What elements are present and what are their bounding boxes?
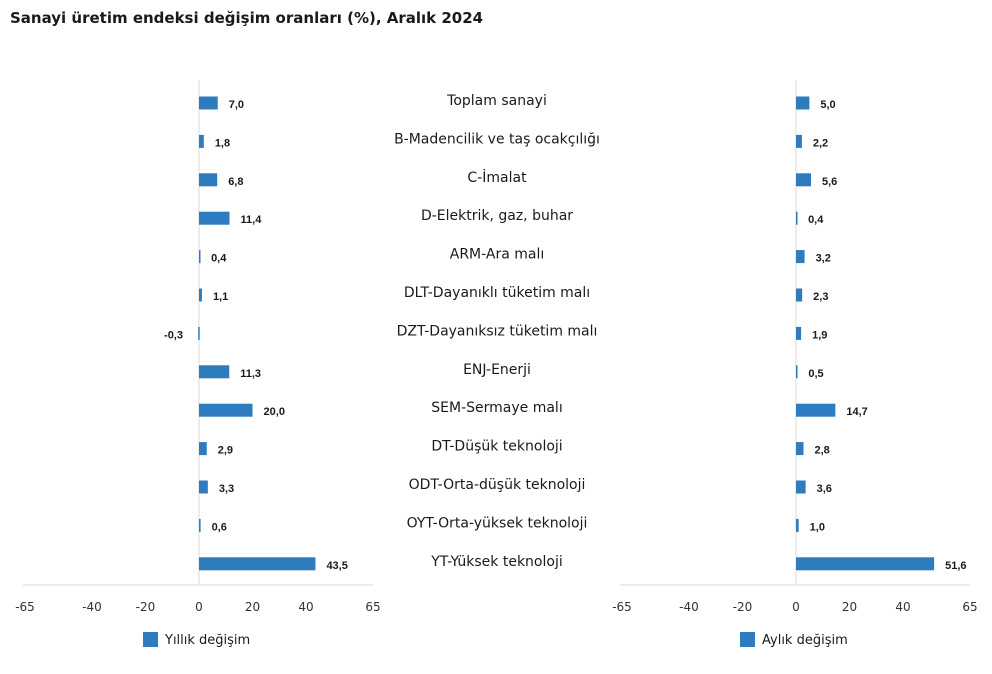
legend-label: Yıllık değişim: [164, 633, 250, 648]
bar: [796, 250, 805, 264]
data-label: 5,0: [820, 99, 835, 111]
x-tick-label: 65: [962, 600, 977, 614]
x-tick-label: -20: [136, 600, 156, 614]
bar: [796, 518, 799, 532]
legend-swatch: [740, 632, 755, 647]
data-label: 0,4: [211, 253, 227, 265]
bar: [199, 365, 230, 379]
x-tick-label: -40: [679, 600, 699, 614]
data-label: 51,6: [945, 560, 966, 572]
data-label: 5,6: [822, 176, 837, 188]
bar: [199, 134, 204, 148]
data-label: 11,4: [241, 214, 263, 226]
x-tick-label: 40: [298, 600, 313, 614]
chart-title: Sanayi üretim endeksi değişim oranları (…: [10, 9, 484, 27]
category-label: DZT-Dayanıksız tüketim malı: [397, 323, 598, 339]
bar: [796, 480, 806, 494]
bar: [199, 96, 218, 110]
category-label: ODT-Orta-düşük teknoloji: [409, 477, 586, 493]
bar: [796, 96, 810, 110]
x-tick-label: 20: [842, 600, 857, 614]
bar: [199, 288, 202, 302]
bar: [796, 211, 798, 225]
category-label: C-İmalat: [467, 168, 527, 186]
data-label: 1,9: [812, 329, 827, 341]
data-label: 6,8: [228, 176, 243, 188]
x-tick-label: 65: [365, 600, 380, 614]
data-label: 2,2: [813, 137, 828, 149]
category-label: SEM-Sermaye malı: [431, 400, 562, 416]
legend-swatch: [143, 632, 158, 647]
data-label: 11,3: [240, 368, 261, 380]
category-label: OYT-Orta-yüksek teknoloji: [407, 515, 588, 531]
bar: [796, 288, 803, 302]
bar: [796, 365, 798, 379]
x-tick-label: -20: [733, 600, 753, 614]
data-label: 1,1: [213, 291, 228, 303]
data-label: 3,3: [219, 483, 234, 495]
data-label: 20,0: [264, 406, 285, 418]
x-tick-label: 0: [195, 600, 203, 614]
data-label: 7,0: [229, 99, 244, 111]
bar: [796, 326, 802, 340]
bar: [199, 557, 316, 571]
data-label: 43,5: [326, 560, 347, 572]
category-label: B-Madencilik ve taş ocakçılığı: [394, 131, 600, 147]
bar: [199, 250, 201, 264]
x-tick-label: 40: [895, 600, 910, 614]
bar: [199, 403, 253, 417]
category-label: DLT-Dayanıklı tüketim malı: [404, 285, 590, 301]
category-label: D-Elektrik, gaz, buhar: [421, 208, 573, 224]
category-label: ARM-Ara malı: [450, 247, 545, 263]
category-label: Toplam sanayi: [446, 93, 547, 109]
bar: [796, 403, 836, 417]
category-label: ENJ-Enerji: [463, 362, 531, 378]
x-tick-label: -40: [82, 600, 102, 614]
bar: [796, 557, 935, 571]
x-tick-label: 0: [792, 600, 800, 614]
category-label: YT-Yüksek teknoloji: [430, 554, 562, 570]
data-label: -0,3: [164, 329, 183, 341]
data-label: 2,9: [218, 445, 233, 457]
bar: [199, 480, 208, 494]
x-tick-label: -65: [15, 600, 35, 614]
bar: [199, 518, 201, 532]
data-label: 3,2: [816, 253, 831, 265]
bar: [198, 326, 200, 340]
data-label: 0,6: [212, 521, 227, 533]
data-label: 1,8: [215, 137, 230, 149]
bar: [796, 173, 811, 187]
data-label: 2,3: [813, 291, 828, 303]
data-label: 3,6: [817, 483, 832, 495]
bar: [796, 442, 804, 456]
legend-label: Aylık değişim: [762, 633, 848, 648]
data-label: 2,8: [814, 445, 829, 457]
data-label: 0,4: [808, 214, 824, 226]
bar: [796, 134, 802, 148]
bar: [199, 173, 218, 187]
bar: [199, 442, 207, 456]
x-tick-label: -65: [612, 600, 632, 614]
category-label: DT-Düşük teknoloji: [431, 439, 562, 455]
data-label: 14,7: [846, 406, 867, 418]
x-tick-label: 20: [245, 600, 260, 614]
data-label: 1,0: [810, 521, 825, 533]
bar: [199, 211, 230, 225]
data-label: 0,5: [808, 368, 823, 380]
